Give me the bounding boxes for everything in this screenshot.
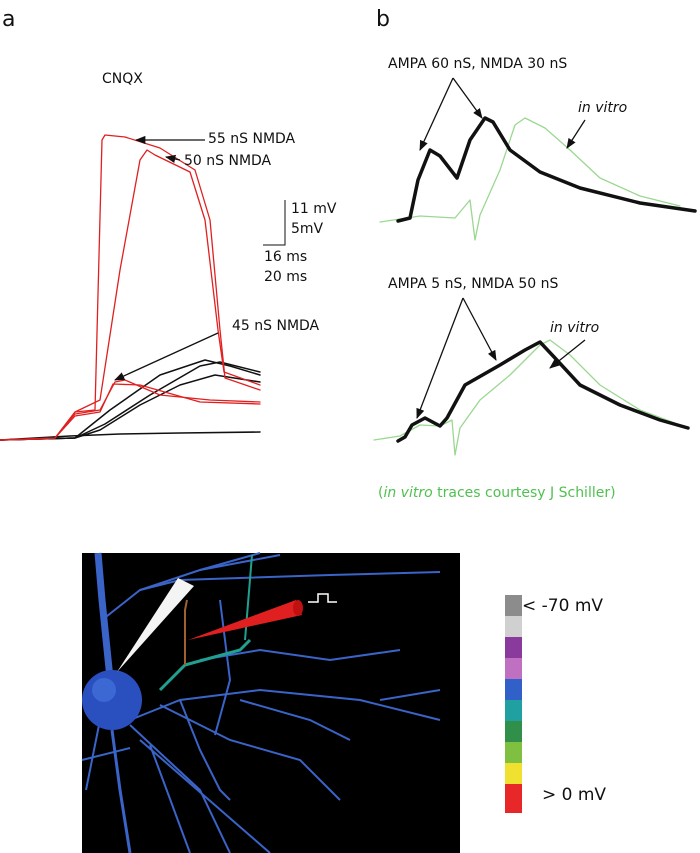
trace-title: AMPA 5 nS, NMDA 50 nS <box>388 276 558 292</box>
legend-swatch <box>505 616 522 637</box>
legend-label: < -70 mV <box>522 596 603 616</box>
credit-part: ( <box>378 485 383 501</box>
legend-label: > 0 mV <box>542 785 606 805</box>
trace-title: AMPA 60 nS, NMDA 30 nS <box>388 56 567 72</box>
panel-title: CNQX <box>102 71 143 87</box>
panel-label: b <box>376 7 390 32</box>
scale-label: 5mV <box>291 221 324 237</box>
traces-a <box>0 134 261 441</box>
annotation: 50 nS NMDA <box>184 153 272 169</box>
legend-swatch <box>505 700 522 721</box>
reference-label: in vitro <box>550 320 599 336</box>
legend-swatch <box>505 679 522 700</box>
legend-swatch <box>505 742 522 763</box>
legend-swatch <box>505 637 522 658</box>
credit-part: in vitro <box>383 485 432 501</box>
panel-label: a <box>2 7 15 32</box>
legend-swatch <box>505 658 522 679</box>
legend-swatch <box>505 721 522 742</box>
annotation: 45 nS NMDA <box>232 318 320 334</box>
scale-bar <box>263 200 286 246</box>
legend-swatch <box>505 784 522 813</box>
reference-label: in vitro <box>578 100 627 116</box>
legend-swatch <box>505 763 522 784</box>
neuron-render <box>81 552 460 853</box>
legend-swatch <box>505 595 522 616</box>
scale-label: 16 ms <box>264 249 307 265</box>
credit: (in vitro traces courtesy J Schiller) <box>378 485 616 501</box>
annotation: 55 nS NMDA <box>208 131 296 147</box>
scale-label: 20 ms <box>264 269 307 285</box>
credit-part: traces courtesy J Schiller) <box>433 485 616 501</box>
color-legend <box>505 595 522 813</box>
scale-label: 11 mV <box>291 201 337 217</box>
